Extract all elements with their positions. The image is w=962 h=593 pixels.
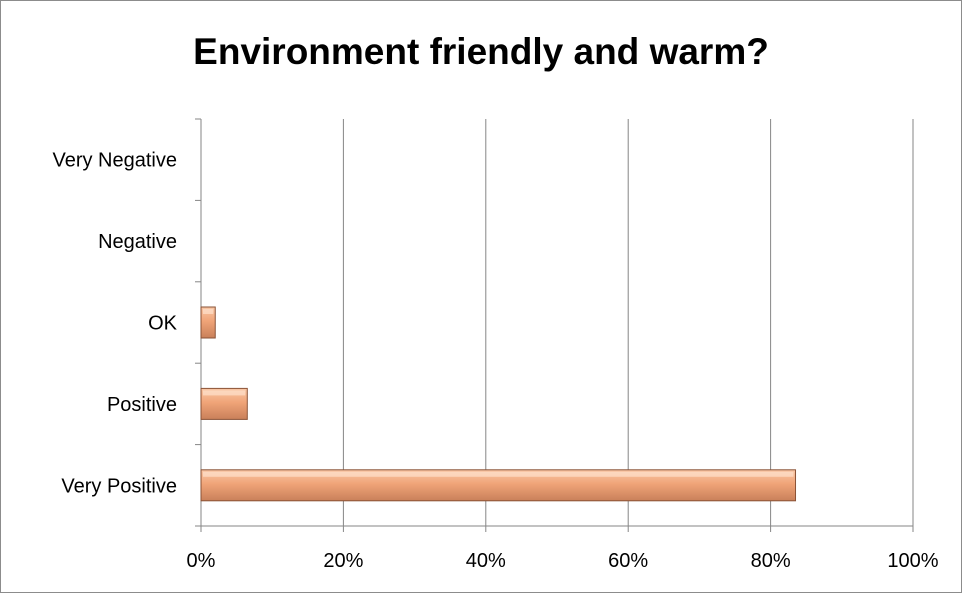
bar-body xyxy=(200,306,216,339)
bar-highlight xyxy=(203,309,214,314)
x-tick-label: 80% xyxy=(751,550,791,572)
x-tick-label: 20% xyxy=(323,550,363,572)
x-tick-label: 0% xyxy=(187,550,216,572)
x-tick-label: 40% xyxy=(466,550,506,572)
y-tick-label: Very Negative xyxy=(52,150,177,172)
y-tick-label: Very Positive xyxy=(61,475,177,497)
bar-highlight xyxy=(203,471,794,477)
y-tick-label: Negative xyxy=(98,231,177,253)
bar-ok xyxy=(200,306,216,339)
y-tick-label: OK xyxy=(148,313,178,335)
x-tick-label: 60% xyxy=(608,550,648,572)
y-tick-label: Positive xyxy=(107,394,177,416)
bar-very-positive xyxy=(200,469,797,502)
bar-positive xyxy=(200,387,248,420)
chart-title: Environment friendly and warm? xyxy=(193,31,769,72)
x-tick-label: 100% xyxy=(887,550,938,572)
bar-highlight xyxy=(203,390,246,396)
